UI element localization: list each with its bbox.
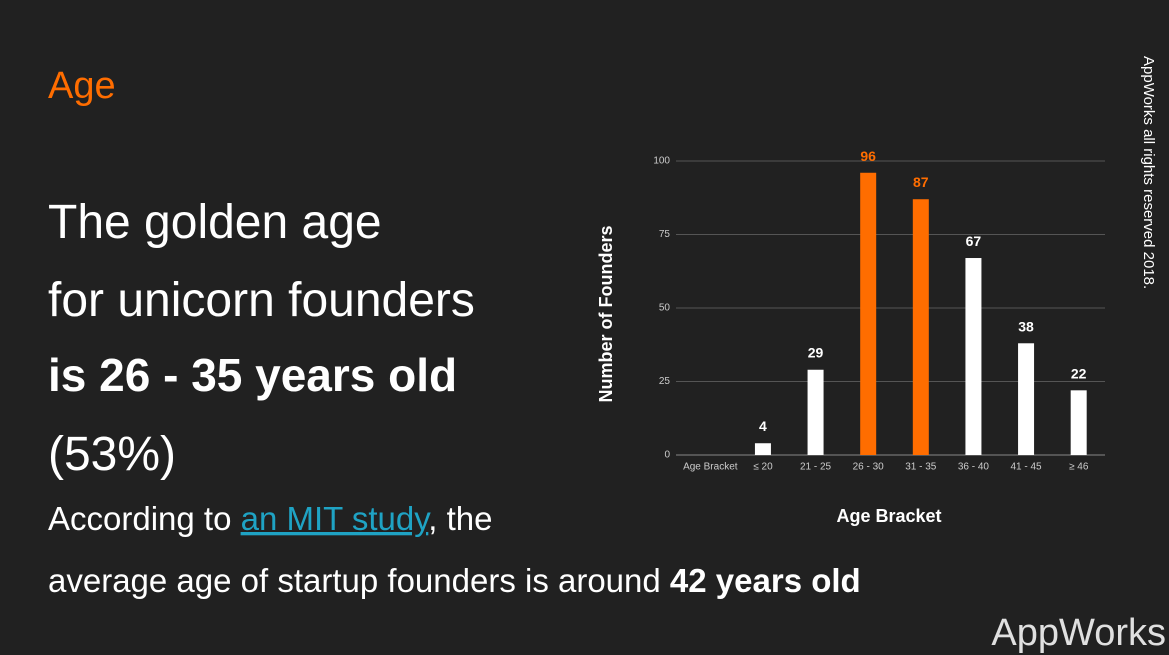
headline-line: The golden age (48, 196, 382, 249)
bar (1018, 343, 1035, 455)
headline-bold: is 26 - 35 years old (48, 349, 457, 401)
x-tick-label: 41 - 45 (1010, 462, 1042, 473)
bar (860, 172, 877, 455)
body-line: According to an MIT study, the (48, 500, 493, 537)
copyright: AppWorks all rights reserved 2018. (1140, 56, 1157, 289)
body-text: , the (428, 500, 492, 537)
value-label: 29 (808, 345, 824, 361)
body-text: According to (48, 500, 241, 537)
value-label: 4 (759, 418, 767, 434)
value-label: 38 (1018, 318, 1034, 334)
bar (1070, 390, 1087, 455)
body-bold: 42 years old (670, 562, 861, 599)
value-label: 87 (913, 174, 929, 190)
value-label: 67 (966, 233, 982, 249)
y-tick-label: 75 (659, 229, 671, 240)
x-axis-label: Age Bracket (836, 506, 941, 526)
x-tick-label: 36 - 40 (958, 462, 990, 473)
x-tick-label: ≤ 20 (753, 462, 773, 473)
slide-title: Age (48, 65, 116, 107)
body-line: average age of startup founders is aroun… (48, 562, 861, 599)
x-tick-label: 26 - 30 (853, 462, 885, 473)
logo: AppWorks (991, 612, 1166, 654)
y-tick-label: 0 (664, 450, 670, 461)
x-tick-label: 31 - 35 (905, 462, 937, 473)
y-tick-label: 50 (659, 303, 671, 314)
x-tick-label: 21 - 25 (800, 462, 832, 473)
study-link[interactable]: an MIT study (241, 500, 432, 537)
body-text: average age of startup founders is aroun… (48, 562, 670, 599)
x-tick-label: ≥ 46 (1069, 462, 1089, 473)
value-label: 96 (860, 148, 876, 164)
bar (912, 199, 929, 455)
headline-line: (53%) (48, 428, 176, 481)
y-tick-label: 100 (653, 156, 670, 167)
y-axis-label: Number of Founders (596, 225, 616, 402)
bar (807, 369, 824, 455)
x-tick-label: Age Bracket (683, 462, 738, 473)
bar (965, 258, 982, 455)
value-label: 22 (1071, 365, 1087, 381)
bar (754, 443, 771, 455)
headline-line: for unicorn founders (48, 274, 475, 327)
y-tick-label: 25 (659, 376, 671, 387)
